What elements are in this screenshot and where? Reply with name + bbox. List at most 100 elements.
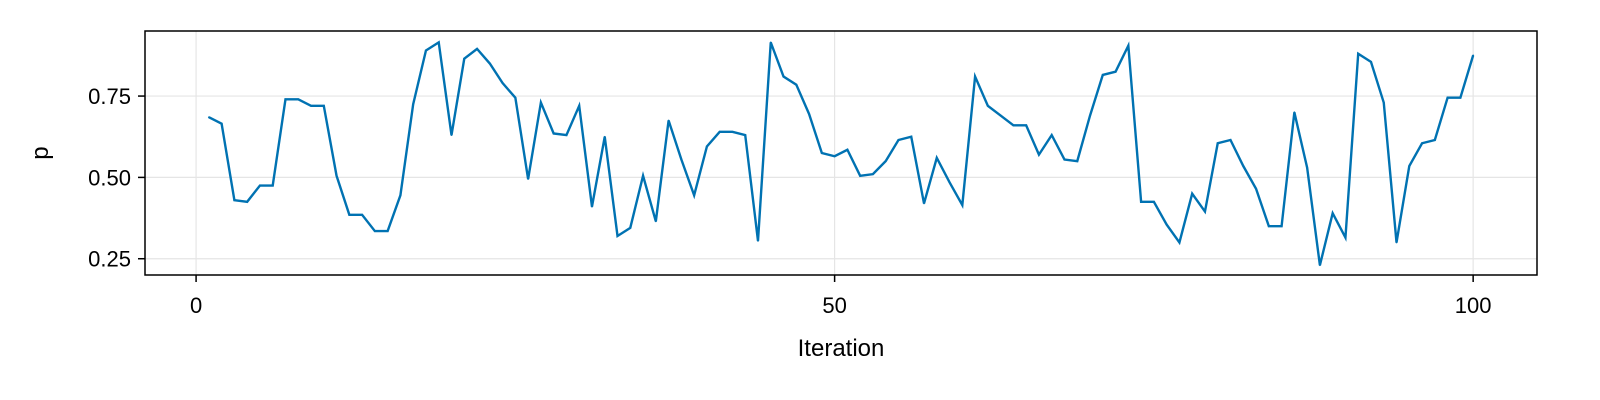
data-point [386,230,389,232]
data-point [514,96,517,99]
data-point [1063,158,1066,161]
plot-area-frame [144,30,1538,276]
data-point [974,75,976,78]
x-tick-label: 0 [190,293,202,318]
data-point [322,104,325,107]
data-point [1076,160,1079,163]
data-point [1306,166,1309,169]
data-point [642,174,644,177]
data-point [1101,74,1104,76]
data-point [476,47,478,50]
data-point [233,199,236,202]
data-point [1089,114,1091,117]
data-point [1229,139,1232,141]
data-point [795,83,798,86]
data-point [1216,142,1219,145]
data-point [986,104,989,107]
data-point [1152,200,1155,203]
data-point [667,119,670,122]
data-point [884,160,887,163]
data-point [616,235,619,237]
data-point [1114,70,1117,73]
data-point [859,174,862,177]
data-point [706,145,708,148]
data-point [1382,101,1385,104]
y-tick-label: 0.50 [88,165,131,190]
data-point [1267,225,1270,228]
data-point [1446,96,1449,99]
data-point [207,116,210,119]
data-point [999,114,1002,117]
data-point [539,101,542,104]
data-point [1025,124,1028,127]
data-point [246,200,249,203]
data-point [450,134,453,137]
data-point [399,194,402,197]
data-point [808,113,810,115]
data-point [335,174,338,177]
data-point [1140,200,1143,203]
data-point [1344,236,1347,239]
data-point [412,103,415,106]
data-point [373,230,376,232]
y-axis-label: p [27,146,54,159]
data-point [578,104,581,107]
data-point [463,57,466,60]
data-point [654,220,657,223]
data-point [693,194,696,197]
data-point [680,158,683,161]
data-point [348,213,351,216]
data-point [1165,223,1168,226]
data-point [1433,139,1436,141]
data-point [757,239,759,242]
x-axis-label: Iteration [798,335,885,362]
data-point [361,213,364,216]
data-point [935,156,938,159]
tick-layer: 0 50 100 0.25 0.50 0.75 [88,84,1491,318]
x-tick-label: 50 [822,293,846,318]
data-point [769,41,772,44]
data-point [284,98,287,101]
y-tick-label: 0.75 [88,84,131,109]
series-line [208,40,1475,266]
data-point [565,134,568,137]
data-point [501,82,504,84]
data-point [731,130,734,133]
data-point [591,205,593,208]
data-point [1050,134,1053,137]
data-point [820,152,823,154]
series-layer [207,40,1475,267]
data-point [1280,225,1283,228]
data-point [1370,61,1372,63]
data-point [1331,212,1334,215]
data-point [1012,124,1015,127]
data-point [527,178,530,180]
data-point [1178,241,1181,244]
data-point [1293,111,1296,114]
data-point [425,49,427,52]
data-point [948,181,951,184]
data-point [1459,96,1462,99]
data-point [437,41,440,44]
data-point [271,184,274,187]
grid-layer [145,31,1537,275]
data-point [1408,165,1411,167]
data-point [488,62,491,65]
data-point [846,148,849,151]
data-point [961,204,964,206]
data-point [782,75,785,78]
data-point [603,135,606,138]
data-point [629,226,632,229]
data-point [833,155,836,158]
data-point [923,202,925,205]
data-point [1395,241,1398,244]
data-point [872,173,874,176]
data-point [310,104,312,107]
data-point [220,122,223,125]
data-point [552,132,555,135]
data-point [1421,142,1423,145]
data-point [1255,187,1257,190]
y-tick-label: 0.25 [88,247,131,272]
